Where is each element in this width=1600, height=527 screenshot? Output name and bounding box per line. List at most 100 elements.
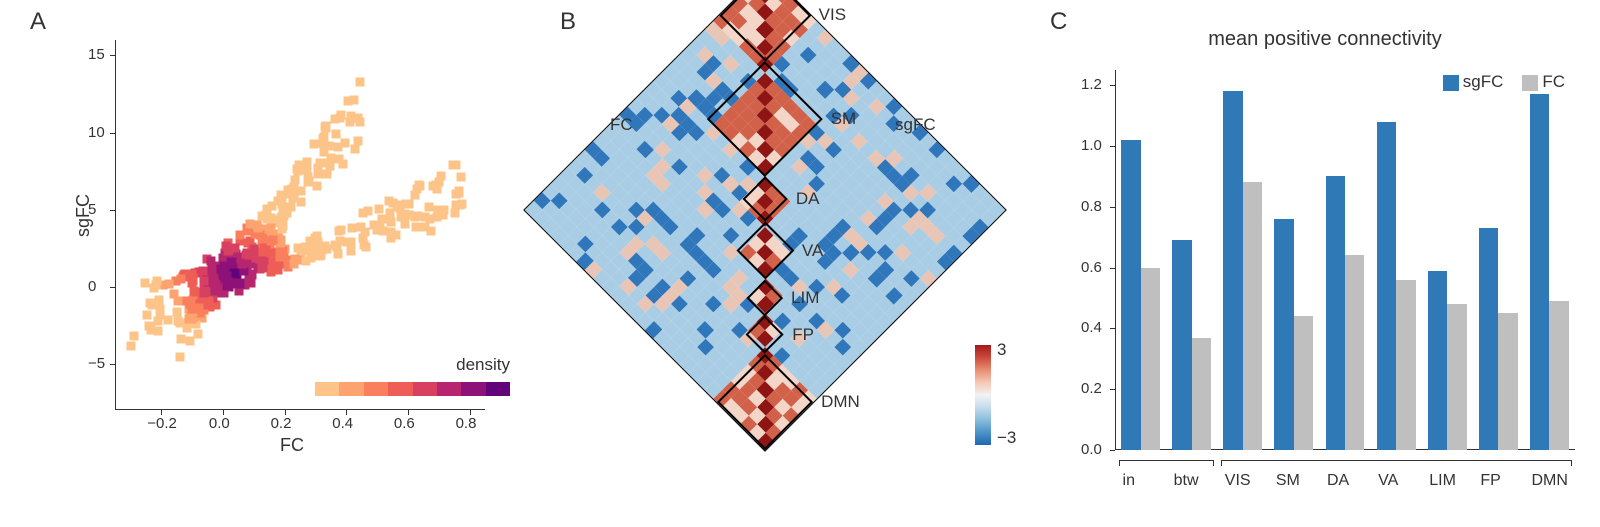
hex-point [253,224,262,233]
ytick-c: 0.8 [1081,198,1102,215]
density-colorbar [315,382,510,396]
hex-point [345,117,354,126]
sgfc-side-label: sgFC [895,115,936,135]
hex-point [386,218,395,227]
bar [1377,122,1396,450]
hex-point [240,267,249,276]
hex-point [356,77,365,86]
hex-point [155,304,164,313]
hex-point [434,205,443,214]
hex-point [311,244,320,253]
bar [1428,271,1447,450]
hex-point [343,96,352,105]
hex-point [267,268,276,277]
bar [1549,301,1568,450]
hex-point [222,271,231,280]
bar [1396,280,1415,450]
bar [1326,176,1345,450]
xtick-c: VIS [1225,472,1251,490]
hex-point [451,189,460,198]
hex-point [293,164,302,173]
ytick-a: 0 [88,278,110,295]
hex-point [359,208,368,217]
hex-point [341,138,350,147]
xlabel-a: FC [280,435,304,456]
bar [1172,240,1191,450]
hex-point [385,209,394,218]
xtick-c: VA [1378,472,1398,490]
hex-point [305,177,314,186]
hex-point [141,279,150,288]
xtick-a: 0.4 [332,415,353,432]
bar [1345,255,1364,450]
hex-point [258,262,267,271]
cbar-tick-lo: −3 [997,428,1016,448]
hex-point [245,220,254,229]
hex-point [351,145,360,154]
hex-point [150,284,159,293]
hex-point [358,234,367,243]
hex-point [456,200,465,209]
hex-point [240,259,249,268]
group-bracket [1119,460,1213,461]
colorbar-b [975,345,991,445]
hex-point [313,231,322,240]
bar-plot: 0.00.20.40.60.81.01.2inbtwVISSMDAVALIMFP… [1115,70,1575,450]
ytick-a: −5 [88,355,110,372]
hex-point [309,139,318,148]
xtick-a: 0.2 [271,415,292,432]
hex-point [174,297,183,306]
hex-point [269,235,278,244]
ytick-c: 0.4 [1081,319,1102,336]
diag-label: LIM [791,288,819,308]
bar [1479,228,1498,450]
hex-point [248,271,257,280]
bar [1141,268,1160,450]
hex-point [283,185,292,194]
hex-point [313,181,322,190]
hex-point [424,202,433,211]
y-spine-c [1115,70,1116,450]
hex-point [189,274,198,283]
hex-point [177,275,186,284]
ytick-a: 10 [88,124,110,141]
panel-b: FC sgFC VISSMDAVALIMFPDMN 3 −3 [555,10,1035,510]
hex-point [199,277,208,286]
xtick-c: FP [1480,472,1500,490]
fc-side-label: FC [610,115,633,135]
hex-point [336,225,345,234]
x-spine [115,409,485,410]
hex-point [176,334,185,343]
xtick-c: SM [1276,472,1300,490]
hex-point [456,172,465,181]
hex-point [353,136,362,145]
hex-point [172,307,181,316]
hex-point [437,171,446,180]
bar [1447,304,1466,450]
hex-point [347,246,356,255]
bar [1530,94,1549,450]
xtick-c: DMN [1531,472,1567,490]
hex-point [386,234,395,243]
bar [1192,338,1211,450]
hex-point [384,197,393,206]
xtick-c: in [1123,472,1135,490]
bar [1121,140,1140,450]
xtick-c: LIM [1429,472,1456,490]
hex-point [396,213,405,222]
ytick-c: 0.2 [1081,380,1102,397]
hex-point [323,170,332,179]
hexbin-plot [115,40,485,410]
ytick-c: 1.0 [1081,137,1102,154]
hex-point [145,298,154,307]
hex-point [300,242,309,251]
ytick-c: 0.6 [1081,259,1102,276]
hex-point [335,237,344,246]
hex-point [277,225,286,234]
ytick-a: 5 [88,201,110,218]
hex-point [142,311,151,320]
hex-point [173,316,182,325]
hex-point [313,164,322,173]
hex-point [224,247,233,256]
panel-a: FC sgFC density −0.20.00.20.40.60.8−5051… [50,10,530,510]
